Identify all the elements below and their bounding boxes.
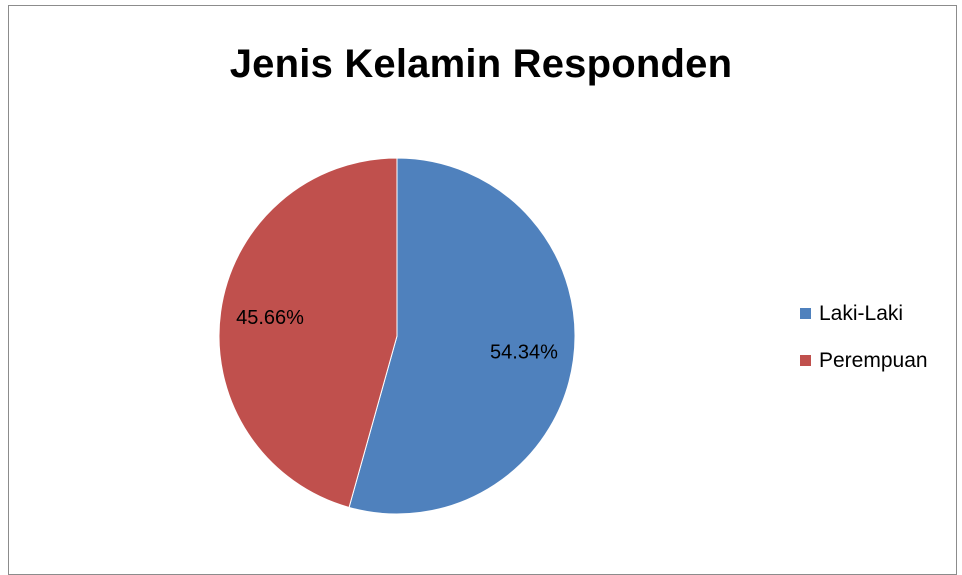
pie-chart: 54.34% 45.66% (218, 157, 576, 515)
data-label-perempuan: 45.66% (236, 307, 304, 329)
data-label-laki-laki: 54.34% (490, 342, 558, 364)
legend-item-perempuan: Perempuan (800, 347, 928, 374)
legend-swatch-perempuan (800, 355, 811, 366)
legend-label-laki-laki: Laki-Laki (819, 302, 904, 325)
legend-item-laki-laki: Laki-Laki (800, 300, 928, 327)
legend-label-perempuan: Perempuan (819, 349, 928, 372)
chart-title: Jenis Kelamin Responden (229, 42, 733, 86)
legend-swatch-laki-laki (800, 308, 811, 319)
pie-slice-laki-laki (348, 157, 576, 515)
legend: Laki-Laki Perempuan (800, 300, 928, 394)
pie-slice-perempuan (218, 157, 398, 509)
